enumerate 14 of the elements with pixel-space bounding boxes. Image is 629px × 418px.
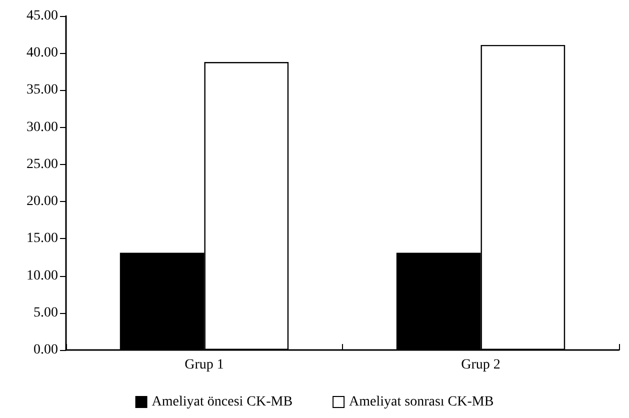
- x-tick-label: Grup 1: [184, 358, 224, 372]
- legend-label: Ameliyat sonrası CK-MB: [349, 394, 494, 410]
- y-tick-label: 40.00: [26, 46, 58, 61]
- y-tick-label: 45.00: [26, 8, 58, 24]
- y-tick-label: 35.00: [26, 82, 58, 98]
- y-tick-label: 25.00: [26, 156, 58, 172]
- y-tick-label: 5.00: [34, 305, 58, 320]
- legend-label: Ameliyat öncesi CK-MB: [152, 394, 293, 410]
- y-tick-label: 0.00: [34, 342, 58, 358]
- y-tick-label: 10.00: [26, 268, 58, 284]
- x-tick-label: Grup 2: [461, 358, 500, 372]
- y-tick-label: 30.00: [26, 120, 58, 135]
- y-tick-label: 20.00: [26, 194, 58, 210]
- y-tick-label: 15.00: [26, 231, 58, 246]
